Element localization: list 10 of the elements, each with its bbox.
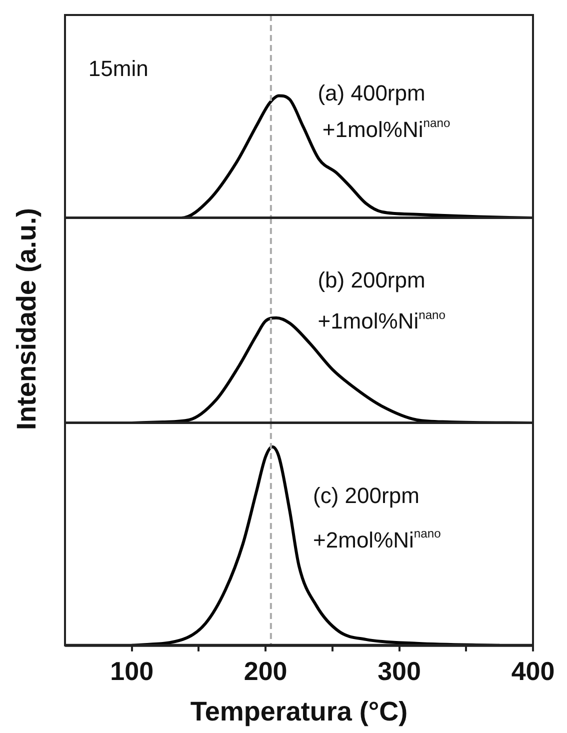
y-axis-title: Intensidade (a.u.) — [12, 207, 42, 430]
x-tick-label: 200 — [244, 656, 288, 686]
text: 15min — [88, 56, 148, 81]
annotation: (c) 200rpm — [313, 483, 420, 508]
text: (b) 200rpm — [318, 268, 426, 293]
x-axis-title: Temperatura (°C) — [190, 696, 408, 726]
x-tick-label: 300 — [378, 656, 421, 686]
x-tick-label: 100 — [110, 656, 154, 686]
x-tick-label: 400 — [511, 656, 555, 686]
annotation: (a) 400rpm — [318, 80, 426, 106]
